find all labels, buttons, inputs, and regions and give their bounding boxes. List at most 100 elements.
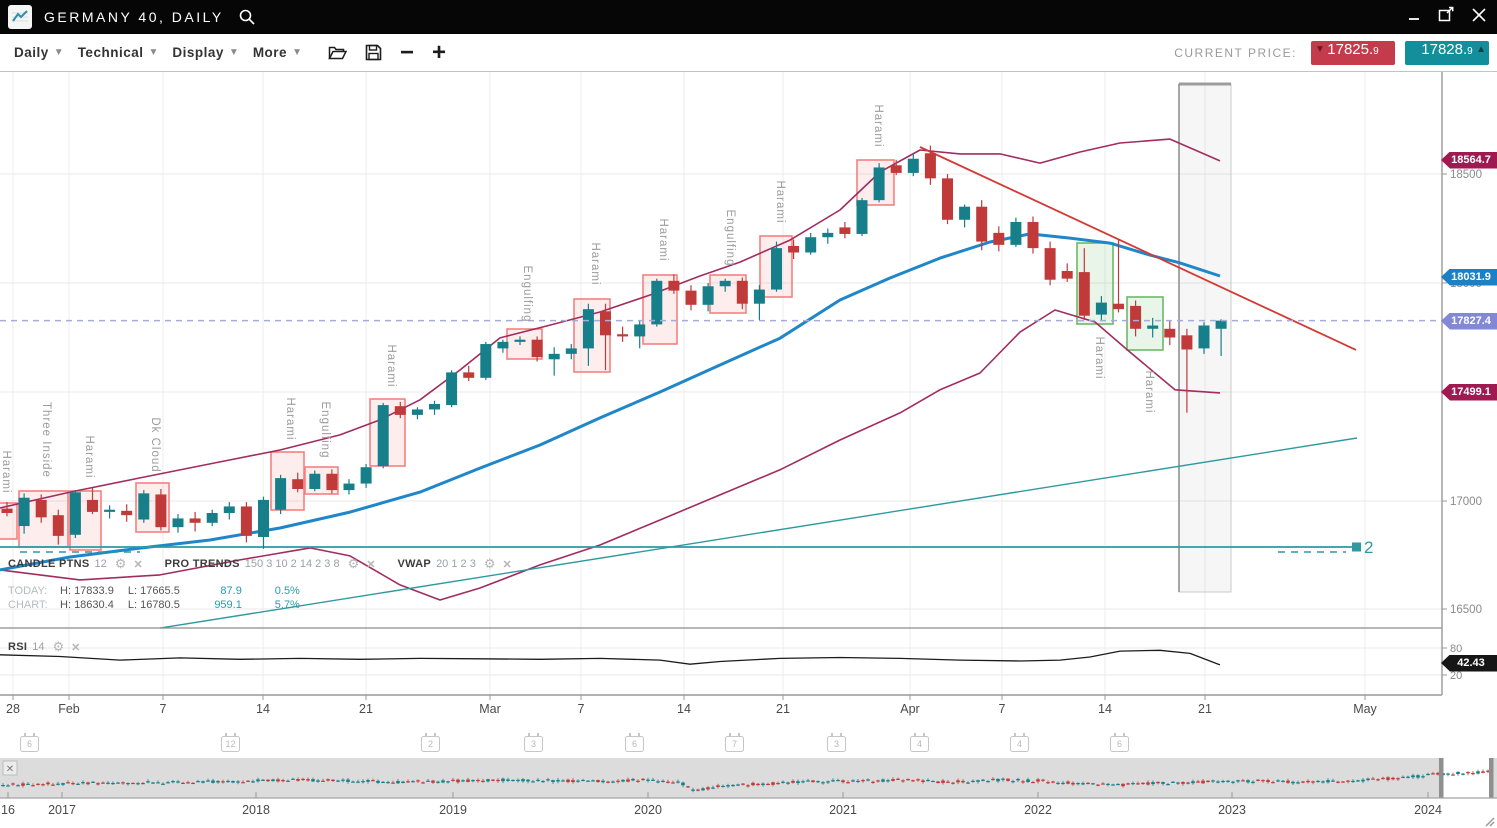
sell-price-button[interactable]: ▼ 17825. 9 bbox=[1311, 40, 1395, 65]
gear-icon[interactable]: ⚙ bbox=[483, 556, 496, 571]
minimap-candle bbox=[551, 780, 555, 783]
minimap-candle bbox=[741, 783, 745, 785]
minimap-candle bbox=[771, 782, 775, 785]
remove-indicator-icon[interactable]: ✕ bbox=[502, 558, 512, 571]
minimap-handle-right[interactable] bbox=[1489, 758, 1494, 798]
candle-body-up bbox=[514, 339, 526, 342]
calendar-event-icon[interactable]: 6 bbox=[1110, 733, 1129, 752]
candle-body-up bbox=[582, 309, 594, 349]
calendar-event-icon[interactable]: 3 bbox=[524, 733, 543, 752]
minimap-close-button[interactable] bbox=[2, 760, 18, 776]
x-tick-label: 21 bbox=[359, 702, 373, 716]
minimap-candle bbox=[1201, 780, 1205, 784]
minimap-candle bbox=[181, 782, 185, 784]
minimap-candle bbox=[1331, 780, 1335, 782]
candle-body-down bbox=[463, 372, 475, 378]
gear-icon[interactable]: ⚙ bbox=[114, 556, 127, 571]
x-tick-label: 7 bbox=[160, 702, 167, 716]
close-button[interactable] bbox=[1471, 7, 1487, 28]
minimap-candle bbox=[1166, 784, 1170, 786]
popout-button[interactable] bbox=[1438, 6, 1455, 28]
minimap-candle bbox=[1311, 781, 1315, 783]
minimap[interactable] bbox=[0, 758, 1497, 798]
minimap-candle bbox=[781, 781, 785, 783]
calendar-event-icon[interactable]: 3 bbox=[827, 733, 846, 752]
year-tick-label: 2019 bbox=[439, 803, 467, 817]
remove-indicator-icon[interactable]: ✕ bbox=[133, 558, 143, 571]
minimap-candle bbox=[321, 780, 325, 782]
minimap-candle bbox=[286, 780, 290, 782]
zoom-in-icon[interactable]: + bbox=[432, 38, 447, 66]
moving-average bbox=[0, 232, 1221, 572]
x-tick-label: 14 bbox=[677, 702, 691, 716]
minimap-candle bbox=[661, 780, 665, 783]
candle-body-up bbox=[1198, 325, 1210, 349]
minimap-candle bbox=[1106, 783, 1110, 786]
minimap-candle bbox=[916, 779, 920, 781]
remove-indicator-icon[interactable]: ✕ bbox=[366, 558, 376, 571]
calendar-event-icon[interactable]: 12 bbox=[221, 733, 240, 752]
gear-icon[interactable]: ⚙ bbox=[347, 556, 360, 571]
minimap-candle bbox=[1426, 773, 1430, 776]
folder-open-icon[interactable] bbox=[328, 45, 347, 61]
minimap-candle bbox=[1011, 781, 1015, 783]
minimap-candle bbox=[261, 779, 265, 781]
menu-more[interactable]: More ▼ bbox=[253, 45, 302, 60]
save-icon[interactable] bbox=[365, 44, 382, 61]
zoom-out-icon[interactable]: − bbox=[399, 38, 414, 66]
minimap-candle bbox=[61, 783, 65, 785]
buy-price-button[interactable]: 17828. 9 ▲ bbox=[1405, 40, 1489, 65]
calendar-event-icon[interactable]: 6 bbox=[20, 733, 39, 752]
minimap-candle bbox=[41, 784, 45, 786]
minimap-candle bbox=[206, 780, 210, 782]
minimap-candle bbox=[941, 780, 945, 783]
minimap-candle bbox=[1146, 782, 1150, 785]
minimap-candle bbox=[1326, 780, 1330, 783]
minimap-candle bbox=[296, 779, 300, 781]
minimap-candle bbox=[386, 782, 390, 784]
pattern-label: Engulfing bbox=[521, 266, 533, 323]
chevron-down-icon: ▼ bbox=[148, 47, 159, 58]
candle-body-down bbox=[788, 245, 800, 253]
remove-indicator-icon[interactable]: ✕ bbox=[71, 641, 81, 654]
year-tick-label: 2021 bbox=[829, 803, 857, 817]
chart-low: L: 16780.5 bbox=[127, 599, 180, 611]
minimap-candle bbox=[1046, 782, 1050, 784]
search-icon[interactable] bbox=[238, 8, 256, 26]
menu-technical[interactable]: Technical ▼ bbox=[78, 45, 159, 60]
year-tick-label: 16 bbox=[1, 803, 15, 817]
chart-stats-row: CHART: H: 18630.4 L: 16780.5 959.1 5.7% bbox=[8, 599, 310, 611]
minimap-handle-left[interactable] bbox=[1439, 758, 1444, 798]
minimap-selection-window[interactable] bbox=[1442, 758, 1492, 798]
year-tick-label: 2018 bbox=[242, 803, 270, 817]
pattern-box-bearish[interactable] bbox=[0, 502, 18, 540]
calendar-event-icon[interactable]: 7 bbox=[725, 733, 744, 752]
minimap-candle bbox=[556, 780, 560, 782]
minimap-candle bbox=[276, 779, 280, 782]
minimap-candle bbox=[411, 781, 415, 783]
minimap-candle bbox=[1471, 773, 1475, 775]
candle-body-up bbox=[702, 286, 714, 305]
minimap-candle bbox=[441, 780, 445, 783]
minimap-candle bbox=[316, 780, 320, 782]
calendar-event-icon[interactable]: 6 bbox=[625, 733, 644, 752]
gear-icon[interactable]: ⚙ bbox=[52, 639, 65, 654]
menu-timeframe[interactable]: Daily ▼ bbox=[14, 45, 64, 60]
minimap-candle bbox=[496, 779, 500, 782]
minimap-candle bbox=[511, 779, 515, 782]
minimap-candle bbox=[761, 783, 765, 786]
chart-range: 959.1 bbox=[214, 599, 242, 611]
year-tick-label: 2017 bbox=[48, 803, 76, 817]
indicator-pro-trends: PRO TRENDS 150 3 10 2 14 2 3 8 ⚙ ✕ bbox=[165, 556, 376, 572]
minimap-candle bbox=[241, 782, 245, 784]
calendar-event-icon[interactable]: 4 bbox=[1010, 733, 1029, 752]
calendar-event-icon[interactable]: 2 bbox=[421, 733, 440, 752]
minimap-candle bbox=[436, 781, 440, 783]
menu-display[interactable]: Display ▼ bbox=[172, 45, 238, 60]
calendar-event-icon[interactable]: 4 bbox=[910, 733, 929, 752]
minimap-candle bbox=[521, 779, 525, 782]
minimap-candle bbox=[1361, 779, 1365, 782]
minimize-button[interactable] bbox=[1408, 8, 1422, 27]
candle-body-down bbox=[240, 506, 252, 536]
minimap-candle bbox=[401, 781, 405, 784]
